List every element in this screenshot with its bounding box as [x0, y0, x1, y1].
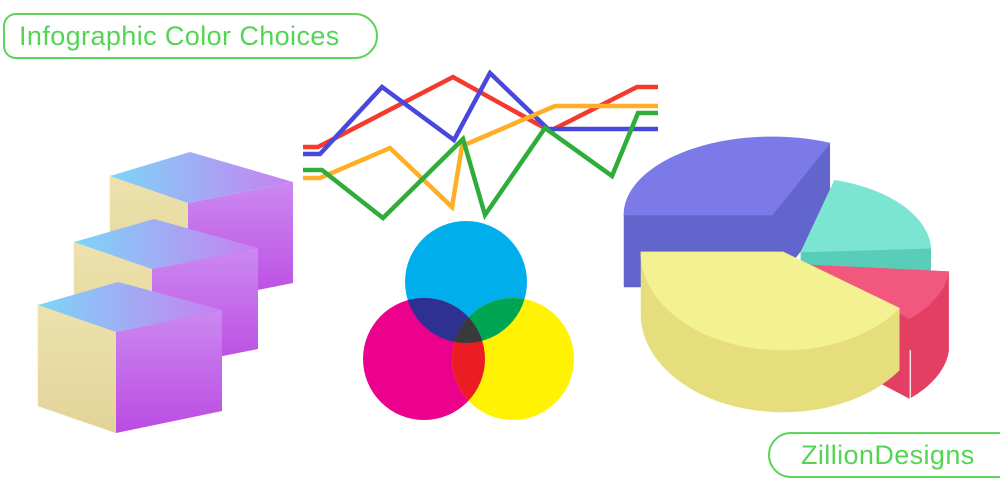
line-chart	[303, 69, 658, 221]
pie-slice-yellow-top-face	[640, 251, 900, 351]
pie-slice-purple-top-face	[623, 136, 831, 216]
brand-badge-label: ZillionDesigns	[801, 439, 975, 470]
venn-overlap-cyan-yellow	[452, 298, 527, 343]
line-series-orange	[303, 103, 658, 212]
line-series-green	[303, 110, 658, 221]
cube-3	[37, 282, 222, 434]
line-series-red	[303, 74, 658, 150]
cube-top-face	[38, 282, 222, 332]
cube-right-face	[116, 310, 222, 433]
cmy-venn-diagram	[363, 221, 574, 420]
pie-chart-3d	[623, 136, 949, 413]
cube-top-face	[74, 219, 258, 269]
line-series-blue	[303, 69, 658, 157]
pie-slice-yellow	[640, 251, 900, 413]
title-badge-label: Infographic Color Choices	[19, 20, 340, 51]
pie-slice-teal-top-face	[800, 180, 932, 253]
title-badge: Infographic Color Choices	[3, 13, 378, 59]
pie-slice-purple	[623, 136, 831, 288]
steps-3d-chart	[37, 152, 293, 434]
brand-badge: ZillionDesigns	[768, 432, 1000, 478]
pie-slice-pink-top-face	[807, 264, 949, 319]
cube-top-face	[110, 152, 293, 203]
venn-overlap-cyan-magenta	[405, 298, 485, 343]
